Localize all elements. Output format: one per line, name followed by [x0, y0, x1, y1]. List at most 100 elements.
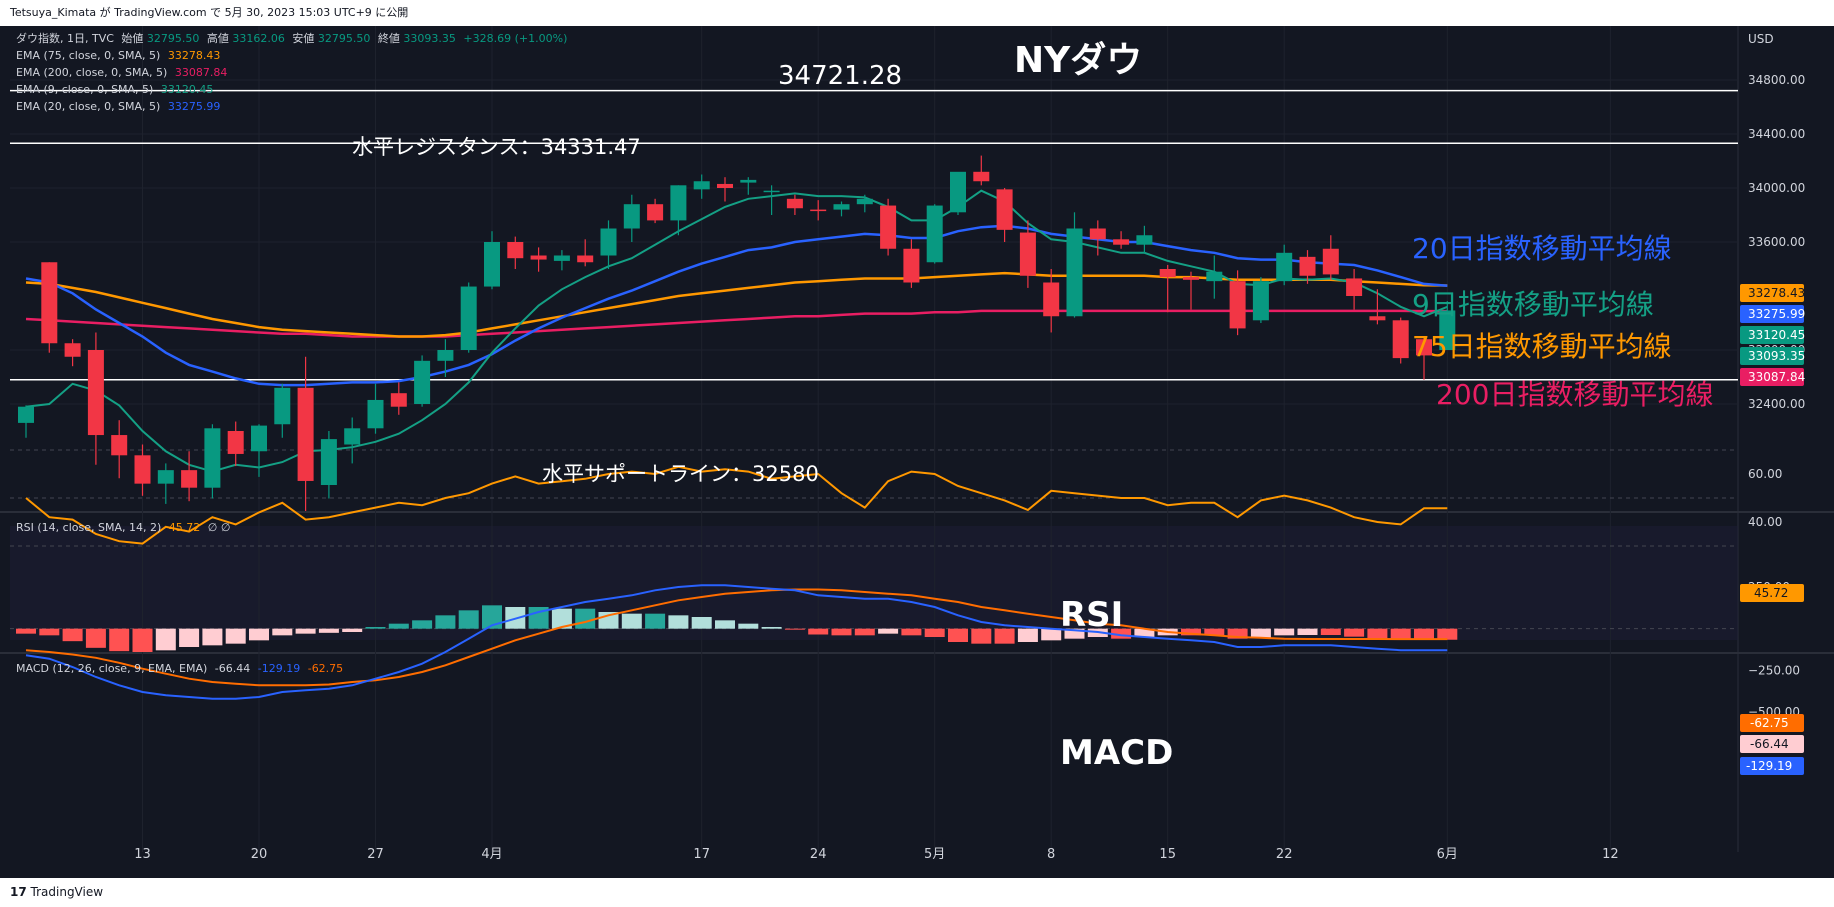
candle-body — [64, 343, 81, 357]
candle-body — [996, 189, 1013, 230]
legend-ema9-value: 33120.45 — [161, 83, 214, 96]
candle-body — [367, 399, 384, 429]
macd-histogram-bar — [1041, 628, 1062, 641]
macd-histogram-bar — [412, 620, 433, 629]
macd-histogram-bar — [808, 628, 829, 635]
macd-histogram-bar — [318, 628, 339, 633]
legend-high-label: 高値 — [207, 31, 229, 45]
publish-info: Tetsuya_Kimata が TradingView.com で 5月 30… — [0, 0, 1834, 26]
candle-body — [1416, 339, 1432, 356]
macd-histogram-bar — [435, 615, 456, 629]
annotations: NYダウ 34721.28 水平レジスタンス：34331.47 水平サポートライ… — [352, 40, 1713, 773]
candle-body — [227, 431, 244, 454]
time-tick-label: 22 — [1276, 847, 1293, 862]
candle-body — [251, 425, 267, 452]
candle-body — [786, 198, 803, 209]
candle-body — [926, 205, 943, 263]
macd-histogram-bar — [668, 615, 689, 629]
candle-body — [1089, 228, 1106, 240]
macd-histogram-bar — [249, 628, 269, 641]
candle-body — [320, 439, 337, 485]
macd-histogram-bar — [784, 628, 805, 630]
macd-histogram-bar — [738, 623, 759, 629]
macd-histogram-bar — [1390, 628, 1411, 640]
legend-low-label: 安値 — [292, 31, 314, 45]
legend-open-label: 始値 — [121, 31, 143, 45]
chart-area[interactable]: 34800.0034400.0034000.0033600.0032800.00… — [0, 26, 1834, 878]
legend-change: +328.69 (+1.00%) — [463, 32, 567, 45]
legend-ema75: EMA (75, close, 0, SMA, 5) 33278.43 — [16, 49, 220, 62]
candle-body — [1229, 281, 1246, 329]
macd-panel — [16, 584, 1458, 700]
candle-body — [717, 183, 733, 188]
price-axis[interactable]: 34800.0034400.0034000.0033600.0032800.00… — [1748, 73, 1805, 719]
rsi-annotation: RSI — [1060, 595, 1123, 635]
macd-signal-badge-bg — [1740, 714, 1804, 732]
macd-histogram-bar — [1250, 628, 1271, 638]
candle-body — [647, 204, 664, 221]
time-tick-label: 27 — [367, 847, 384, 862]
macd-line — [25, 584, 1448, 700]
candle-body — [344, 428, 361, 445]
candle-body — [41, 262, 58, 344]
legend-macd: MACD (12, 26, close, 9, EMA, EMA) -66.44… — [16, 662, 343, 675]
candle-body — [181, 470, 198, 488]
candle-body — [1439, 310, 1456, 350]
macd-histogram-bar — [1437, 628, 1458, 640]
candle-body — [903, 248, 920, 283]
macd-histogram-bar — [551, 608, 572, 629]
macd-histogram-bar — [62, 628, 83, 642]
time-tick-label: 20 — [251, 847, 268, 862]
value-badges: 33278.43 33275.99 33120.45 33093.35 3308… — [1740, 284, 1805, 775]
time-tick-label: 6月 — [1437, 847, 1458, 862]
ema9-badge: 33120.45 — [1748, 328, 1805, 342]
macd-histogram-bar — [179, 628, 200, 647]
candle-body — [1019, 232, 1036, 276]
candle-body — [950, 171, 966, 213]
candle-body — [1299, 256, 1316, 276]
macd-histogram-bar — [1274, 628, 1295, 636]
ema75-annotation: 75日指数移動平均線 — [1412, 330, 1672, 363]
high-label: 34721.28 — [778, 61, 902, 91]
candle-body — [460, 286, 477, 350]
candle-body — [437, 350, 454, 361]
ema-lines — [25, 189, 1448, 473]
candle-body — [134, 455, 151, 484]
ema20-annotation: 20日指数移動平均線 — [1412, 232, 1672, 265]
rsi-tick-label: 60.00 — [1748, 467, 1782, 481]
legend-rsi-label: RSI (14, close, SMA, 14, 2) — [16, 521, 161, 534]
legend-symbol: ダウ指数, 1日, TVC — [16, 31, 114, 45]
macd-histogram-bar — [132, 628, 153, 652]
ema200-badge: 33087.84 — [1748, 370, 1805, 384]
legend-ema20: EMA (20, close, 0, SMA, 5) 33275.99 — [16, 100, 220, 113]
macd-histogram-bar — [16, 628, 36, 634]
resistance-label: 水平レジスタンス：34331.47 — [352, 135, 641, 159]
macd-histogram-bar — [225, 628, 246, 644]
legend-rsi-value: 45.72 — [169, 521, 201, 534]
ema20-badge-bg — [1740, 305, 1804, 323]
candle-body — [833, 204, 850, 210]
macd-histogram-bar — [878, 628, 899, 634]
time-axis[interactable]: 13 20 27 4月 17 24 5月 8 15 22 6月 12 — [134, 847, 1618, 862]
macd-signal-badge: -62.75 — [1750, 716, 1789, 730]
footer-brand[interactable]: 17 TradingView — [0, 878, 1834, 907]
price-tick-label: 34400.00 — [1748, 127, 1805, 141]
macd-histogram-bar — [948, 628, 968, 642]
legend-ema20-value: 33275.99 — [168, 100, 221, 113]
candle-body — [810, 209, 827, 212]
candle-body — [1159, 269, 1176, 278]
main-legend[interactable]: ダウ指数, 1日, TVC 始値 32795.50 高値 33162.06 安値… — [16, 31, 567, 675]
macd-histogram-bar — [109, 628, 130, 652]
macd-histogram-bar — [365, 627, 386, 629]
candle-body — [1322, 248, 1339, 275]
time-tick-label: 5月 — [924, 847, 945, 862]
macd-histogram-bar — [1111, 628, 1132, 639]
macd-histogram-bar — [994, 628, 1015, 644]
time-tick-label: 4月 — [481, 847, 502, 862]
rsi-badge: 45.72 — [1754, 586, 1788, 600]
ema200-annotation: 200日指数移動平均線 — [1436, 378, 1713, 411]
candles — [18, 155, 1456, 511]
legend-close-label: 終値 — [378, 31, 400, 45]
macd-histogram-bar — [645, 613, 666, 629]
macd-line-badge: -129.19 — [1746, 759, 1792, 773]
